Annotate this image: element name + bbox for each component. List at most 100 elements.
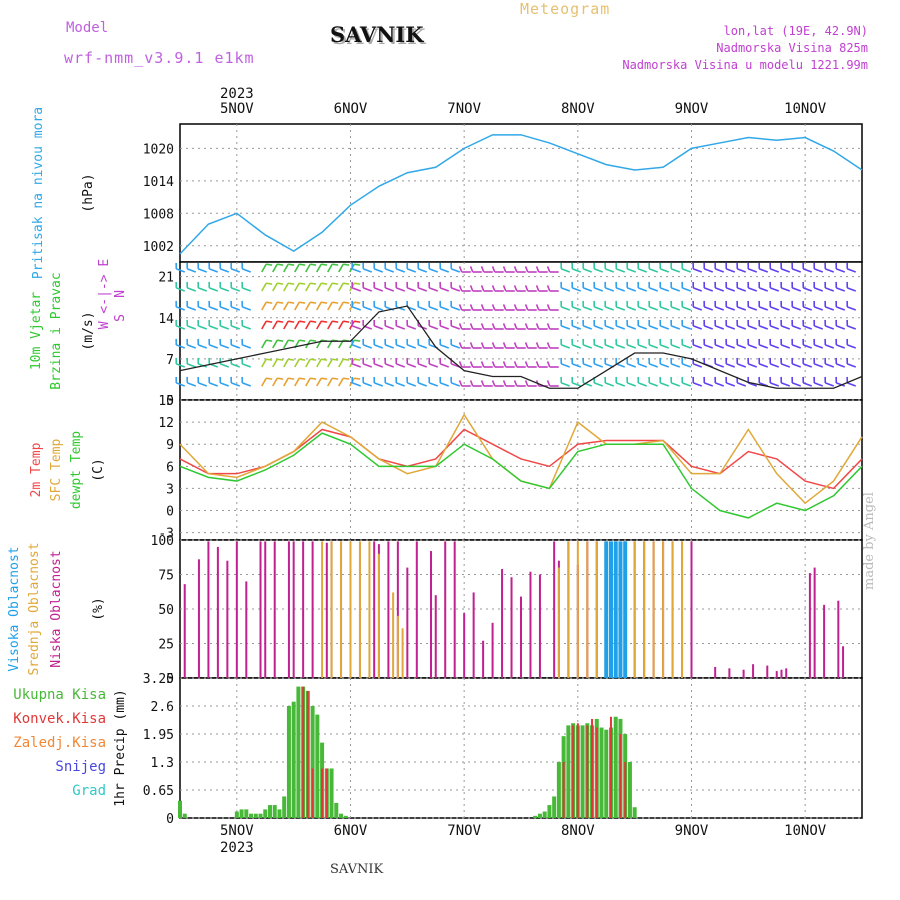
year-label-bottom: 2023	[220, 840, 254, 856]
precip-conv-bar	[586, 725, 589, 818]
wind-barb	[583, 363, 593, 368]
wind-barb	[283, 320, 289, 330]
wind-barb	[770, 325, 780, 330]
wind-barb	[198, 344, 208, 349]
wind-barb	[638, 325, 648, 330]
wind-barb	[283, 263, 289, 273]
wind-barb	[272, 263, 278, 273]
wind-barb	[649, 287, 659, 292]
wind-barb	[440, 268, 450, 273]
wind-barb-flag	[480, 323, 485, 330]
wind-barb	[352, 287, 362, 292]
wind-barb-flag	[332, 358, 339, 361]
wind-barb	[627, 287, 637, 292]
wind-barb	[715, 382, 725, 387]
cloud-bar-0	[520, 596, 522, 678]
wind-barb	[616, 287, 626, 292]
wind-barb-flag	[546, 285, 551, 292]
wind-barb	[715, 363, 725, 368]
precip-bar	[272, 805, 277, 818]
wind-barb	[649, 268, 659, 273]
ytick-label: 6	[166, 460, 174, 475]
wind-barb	[572, 344, 582, 349]
wind-barb-flag	[502, 304, 507, 311]
wind-barb	[616, 268, 626, 273]
wind-barb	[605, 325, 615, 330]
cloud-bar-1	[671, 541, 674, 678]
wind-barb	[605, 306, 615, 311]
wind-barb	[726, 268, 736, 273]
cloud-bar-1	[681, 541, 684, 678]
wind-barb	[737, 344, 747, 349]
wind-barb	[748, 325, 758, 330]
precip-bar	[282, 796, 287, 818]
wind-barb	[649, 382, 659, 387]
wind-barb	[660, 306, 670, 311]
elevation-info: Nadmorska Visina 825m	[716, 41, 868, 55]
wind-barb	[338, 377, 344, 387]
precip-bar	[533, 815, 538, 818]
wind-barb	[671, 382, 681, 387]
wind-barb-flag	[332, 282, 339, 285]
wind-barb	[220, 382, 230, 387]
wind-barb	[198, 306, 208, 311]
wind-barb-flag	[513, 304, 518, 311]
wind-barb-flag	[343, 282, 350, 285]
temp-unit: (C)	[91, 458, 106, 481]
wind-barb	[451, 325, 461, 330]
wind-barb	[305, 282, 311, 292]
cloud-bar-0	[415, 541, 418, 678]
wind-barb	[660, 268, 670, 273]
wind-barb-flag	[480, 285, 485, 292]
wind-barb	[737, 306, 747, 311]
wind-barb	[770, 306, 780, 311]
ytick-label: 2.6	[151, 700, 174, 715]
cloud-bar-0	[453, 541, 456, 678]
wind-barb	[209, 382, 219, 387]
wind-barb-flag	[524, 342, 529, 349]
wind-barb	[561, 363, 571, 368]
wind-barb	[231, 268, 241, 273]
ytick-label: 1020	[143, 142, 174, 157]
wind-barb	[283, 339, 289, 349]
cloud-bar-0	[728, 668, 731, 678]
wind-barb	[693, 268, 703, 273]
cloud-bar-0	[373, 541, 376, 678]
wind-barb	[836, 268, 846, 273]
wind-barb	[407, 325, 417, 330]
wind-barb	[187, 306, 197, 311]
wind-barb	[572, 382, 582, 387]
wind-barb	[305, 377, 311, 387]
wind-barb-flag	[354, 282, 361, 285]
cloud-bar-0	[292, 541, 295, 678]
wind-barb	[429, 363, 439, 368]
wind-barb-flag	[524, 266, 529, 273]
cloud-bar-0	[434, 595, 437, 678]
wind-barb	[209, 325, 219, 330]
wind-barb	[209, 306, 219, 311]
wind-barb	[231, 344, 241, 349]
wind-barb	[814, 325, 824, 330]
cloud-bar-0	[311, 541, 314, 678]
wind-barb	[396, 363, 406, 368]
wind-barb	[220, 325, 230, 330]
wind-barb	[374, 382, 384, 387]
wind-barb	[261, 339, 267, 349]
cloud-bar-0	[302, 541, 305, 678]
wind-barb	[176, 306, 186, 311]
wind-barb	[649, 363, 659, 368]
wind-barb-flag	[524, 304, 529, 311]
wind-barb-flag	[502, 380, 507, 387]
cloud-bar-1	[396, 615, 399, 678]
wind-barb	[294, 377, 300, 387]
wind-barb	[407, 287, 417, 292]
wind-barb	[693, 287, 703, 292]
wind-barb-flag	[310, 377, 317, 380]
wind-barb-flag	[310, 320, 317, 323]
wind-barb-flag	[310, 301, 317, 304]
wind-barb	[561, 344, 571, 349]
wind-barb	[814, 382, 824, 387]
wind-barb	[737, 268, 747, 273]
precip-bar	[556, 762, 561, 818]
wind-barb	[693, 325, 703, 330]
